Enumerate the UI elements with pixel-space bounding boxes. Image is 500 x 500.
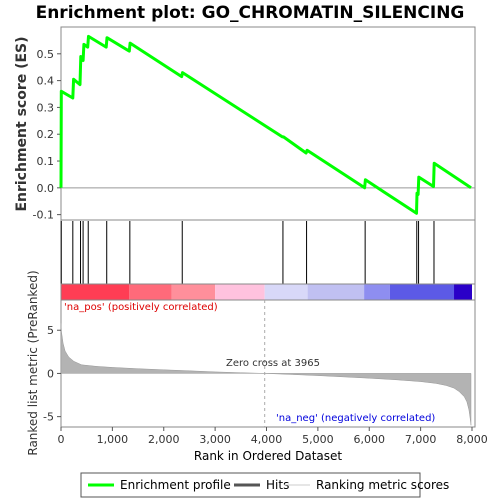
ranking-color-bar: [61, 284, 472, 300]
ranking-metric-area: [60, 323, 472, 426]
es-panel-frame: [60, 26, 476, 221]
metric-y-tick-label: -5: [43, 411, 54, 424]
metric-y-tick-label: 0: [47, 367, 54, 380]
x-tick-label: 7,000: [405, 433, 437, 446]
pos-correlated-label: 'na_pos' (positively correlated): [64, 302, 218, 313]
chart-title: Enrichment plot: GO_CHROMATIN_SILENCING: [36, 3, 465, 23]
x-tick-label: 1,000: [97, 433, 129, 446]
x-tick-label: 2,000: [148, 433, 180, 446]
x-tick-label: 6,000: [354, 433, 386, 446]
es-y-tick-label: 0.0: [37, 182, 55, 195]
legend-item: Enrichment profile: [88, 478, 231, 492]
x-tick-label: 5,000: [302, 433, 334, 446]
es-y-tick-label: 0.1: [37, 155, 55, 168]
zero-cross-label: Zero cross at 3965: [226, 358, 320, 369]
legend-item: Ranking metric scores: [284, 478, 449, 492]
es-y-tick-label: 0.4: [37, 75, 55, 88]
hits-panel-frame: [60, 219, 476, 285]
x-axis: 0 1,000 2,000 3,000 4,000 5,000 6,000 7,000 8,00…: [58, 427, 488, 446]
es-y-tick-label: 0.3: [37, 101, 55, 114]
ranking-bar-segment: [307, 284, 365, 300]
ranking-metric-series: [60, 323, 472, 426]
ranking-bar-segment: [364, 284, 390, 300]
legend: Enrichment profile Hits Ranking metric sco…: [88, 478, 449, 492]
metric-y-axis: -5 0 5: [43, 324, 61, 424]
es-y-tick-label: -0.1: [33, 209, 54, 222]
ranking-bar-segment: [454, 284, 472, 300]
metric-y-axis-label: Ranked list metric (PreRanked): [26, 270, 40, 455]
x-tick-label: 3,000: [199, 433, 231, 446]
neg-correlated-label: 'na_neg' (negatively correlated): [276, 413, 435, 424]
legend-item: Hits: [234, 478, 289, 492]
ranking-bar-segment: [129, 284, 172, 300]
es-y-axis: -0.1 0.0 0.1 0.2 0.3 0.4 0.5: [33, 48, 61, 222]
metric-panel-frame: [60, 299, 476, 428]
metric-y-tick-label: 5: [47, 324, 54, 337]
ranking-bar-segment: [389, 284, 455, 300]
ranking-bar-segment: [264, 284, 308, 300]
hits-marks: [60, 221, 435, 284]
ranking-bar-segment: [215, 284, 265, 300]
es-y-tick-label: 0.2: [37, 128, 55, 141]
ranking-bar-segment: [61, 284, 130, 300]
es-y-axis-label: Enrichment score (ES): [14, 36, 30, 211]
legend-label: Hits: [266, 478, 289, 492]
x-tick-label: 0: [58, 433, 65, 446]
legend-label: Enrichment profile: [120, 478, 231, 492]
ranking-bar-segment: [171, 284, 216, 300]
x-tick-label: 4,000: [251, 433, 283, 446]
enrichment-profile-line: [59, 34, 472, 215]
legend-label: Ranking metric scores: [316, 478, 449, 492]
es-y-tick-label: 0.5: [37, 48, 55, 61]
x-axis-label: Rank in Ordered Dataset: [194, 449, 342, 463]
x-tick-label: 8,000: [456, 433, 488, 446]
enrichment-profile-series: [59, 34, 472, 215]
